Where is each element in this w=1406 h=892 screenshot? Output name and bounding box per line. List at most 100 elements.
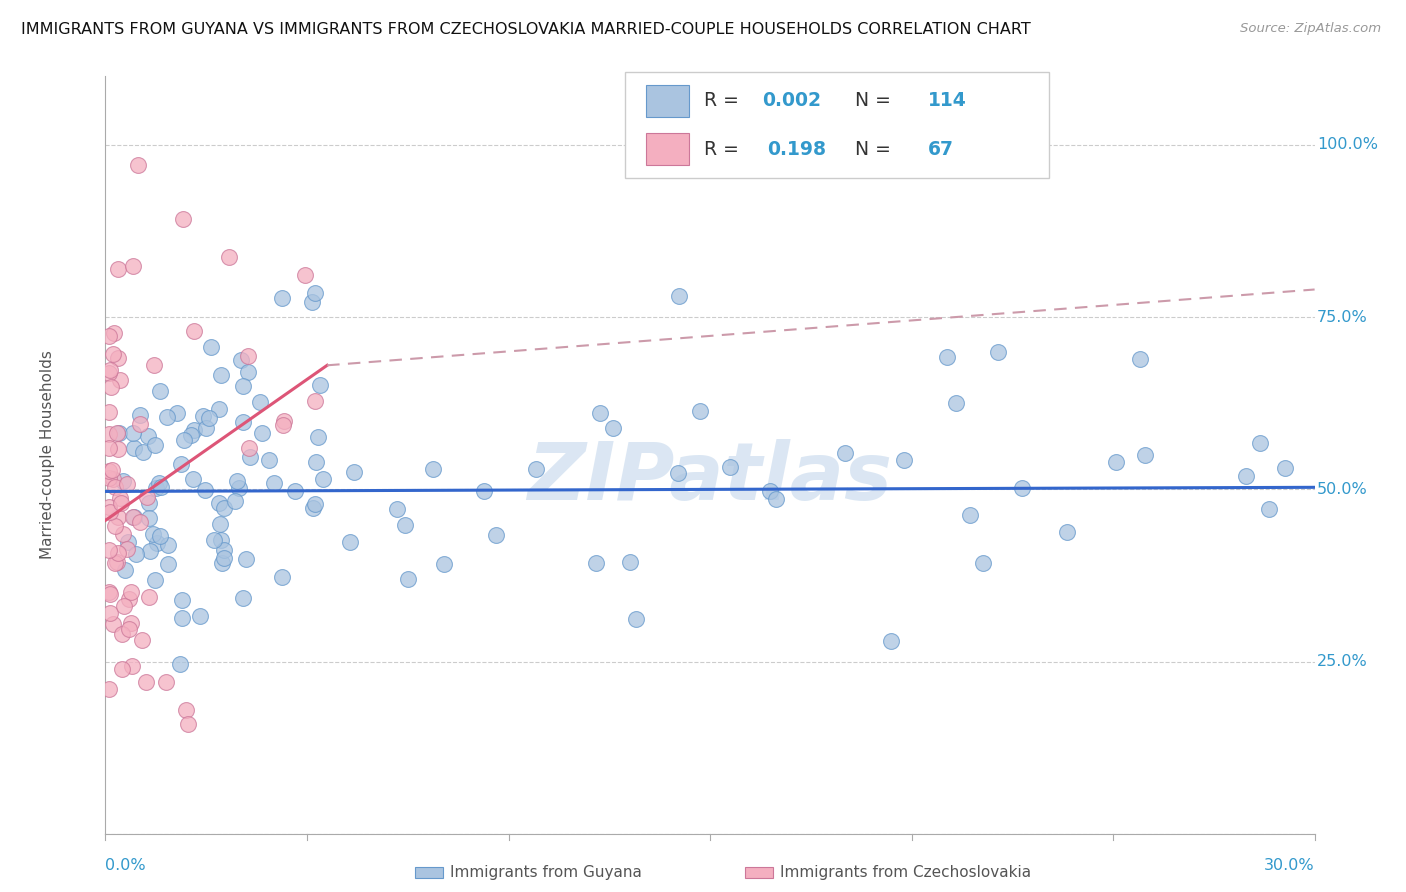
- Point: [115, 541, 138, 556]
- Point: [236, 365, 259, 379]
- Point: [98, 366, 121, 380]
- Point: [98, 587, 121, 601]
- Point: [107, 351, 129, 365]
- Point: [198, 411, 221, 425]
- Point: [172, 212, 194, 227]
- Point: [396, 572, 419, 586]
- Point: [209, 533, 232, 547]
- Point: [103, 480, 125, 494]
- Point: [202, 533, 225, 547]
- Point: [959, 508, 981, 523]
- Point: [1258, 501, 1281, 516]
- Point: [135, 675, 157, 690]
- Point: [936, 350, 959, 364]
- Point: [209, 368, 232, 382]
- Point: [263, 475, 285, 490]
- Point: [212, 551, 235, 566]
- Point: [585, 557, 607, 571]
- Point: [304, 394, 326, 409]
- Point: [98, 500, 121, 514]
- Point: [485, 528, 508, 542]
- Point: [602, 420, 624, 434]
- Point: [294, 268, 316, 283]
- Point: [225, 474, 247, 488]
- Point: [433, 557, 456, 571]
- Point: [98, 441, 121, 455]
- Point: [139, 544, 162, 558]
- Point: [183, 423, 205, 437]
- Text: R =: R =: [704, 140, 751, 159]
- Point: [195, 421, 218, 435]
- Point: [619, 555, 641, 569]
- Point: [1274, 460, 1296, 475]
- Point: [105, 555, 128, 569]
- Point: [188, 608, 211, 623]
- Point: [945, 396, 967, 410]
- Point: [170, 457, 193, 471]
- Point: [232, 416, 254, 430]
- Point: [305, 455, 328, 469]
- Point: [209, 516, 232, 531]
- Point: [115, 477, 138, 491]
- Point: [98, 682, 121, 697]
- Point: [101, 616, 124, 631]
- Point: [128, 417, 150, 431]
- Point: [212, 500, 235, 515]
- Point: [101, 347, 124, 361]
- Point: [135, 491, 157, 505]
- Point: [668, 289, 690, 303]
- Point: [758, 483, 780, 498]
- Point: [312, 472, 335, 486]
- Point: [304, 286, 326, 301]
- Text: 0.0%: 0.0%: [105, 858, 146, 873]
- Point: [108, 373, 131, 387]
- Point: [249, 395, 271, 409]
- Point: [181, 472, 204, 486]
- Point: [117, 535, 139, 549]
- Point: [149, 529, 172, 543]
- Point: [129, 409, 152, 423]
- Point: [422, 461, 444, 475]
- Text: 25.0%: 25.0%: [1317, 654, 1368, 669]
- Text: 114: 114: [928, 91, 966, 111]
- Point: [142, 359, 165, 373]
- Point: [394, 518, 416, 533]
- Point: [98, 464, 121, 478]
- Point: [98, 405, 121, 419]
- Text: 30.0%: 30.0%: [1264, 858, 1315, 873]
- Point: [177, 717, 200, 731]
- Point: [718, 460, 741, 475]
- Point: [250, 425, 273, 440]
- Point: [309, 378, 332, 392]
- Text: 50.0%: 50.0%: [1317, 482, 1368, 497]
- Point: [108, 426, 131, 441]
- Point: [180, 427, 202, 442]
- Point: [524, 462, 547, 476]
- Point: [104, 519, 127, 533]
- Point: [224, 494, 246, 508]
- Point: [284, 484, 307, 499]
- Point: [1135, 448, 1157, 462]
- Point: [235, 551, 257, 566]
- Text: 100.0%: 100.0%: [1317, 137, 1378, 153]
- Point: [138, 495, 160, 509]
- Point: [101, 472, 124, 486]
- Point: [1056, 524, 1078, 539]
- Point: [232, 591, 254, 606]
- Point: [307, 430, 329, 444]
- FancyBboxPatch shape: [626, 72, 1049, 178]
- Point: [107, 546, 129, 560]
- Point: [156, 538, 179, 552]
- Point: [122, 259, 145, 273]
- Point: [1234, 468, 1257, 483]
- Point: [143, 573, 166, 587]
- Point: [143, 438, 166, 452]
- Point: [236, 349, 259, 363]
- Point: [108, 491, 131, 506]
- FancyBboxPatch shape: [645, 85, 689, 117]
- Point: [218, 250, 240, 264]
- Point: [104, 556, 127, 570]
- Point: [191, 409, 214, 424]
- Point: [270, 570, 292, 584]
- Point: [107, 510, 129, 524]
